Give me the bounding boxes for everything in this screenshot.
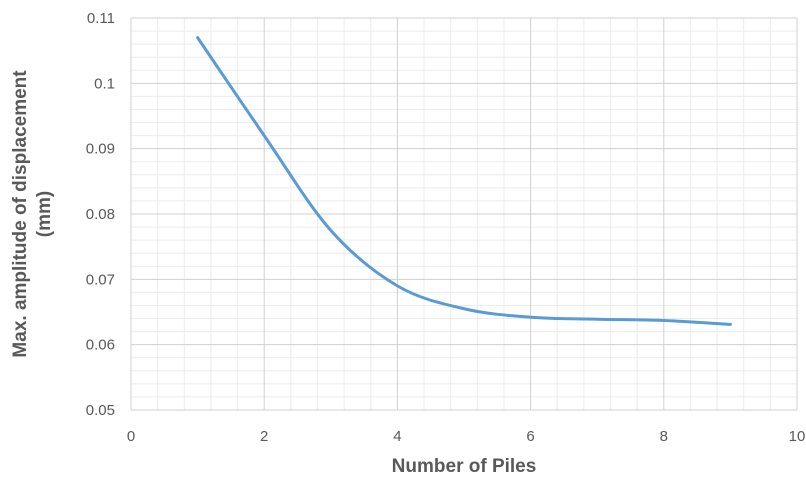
y-tick-label: 0.05 <box>86 402 115 419</box>
x-axis-title: Number of Piles <box>392 456 537 477</box>
y-tick-label: 0.08 <box>86 206 115 223</box>
y-tick-label: 0.11 <box>87 10 115 27</box>
x-axis-ticks: 0 2 4 6 8 10 <box>127 428 806 445</box>
x-tick-label: 10 <box>789 428 806 445</box>
y-axis-title-line-2: (mm) <box>34 191 55 237</box>
major-gridlines <box>130 17 798 411</box>
y-tick-label: 0.09 <box>86 141 115 158</box>
series-line <box>196 36 732 326</box>
y-axis-title-line-1: Max. amplitude of displacement <box>10 70 31 358</box>
x-tick-label: 0 <box>127 428 135 445</box>
y-tick-label: 0.06 <box>86 337 115 354</box>
x-tick-label: 6 <box>526 428 534 445</box>
x-tick-label: 2 <box>260 428 268 445</box>
y-tick-label: 0.1 <box>94 75 115 92</box>
y-axis-ticks: 0.05 0.06 0.07 0.08 0.09 0.1 0.11 <box>86 10 115 419</box>
x-tick-label: 8 <box>660 428 668 445</box>
x-tick-label: 4 <box>393 428 401 445</box>
series-layer <box>196 36 732 326</box>
y-tick-label: 0.07 <box>86 271 115 288</box>
